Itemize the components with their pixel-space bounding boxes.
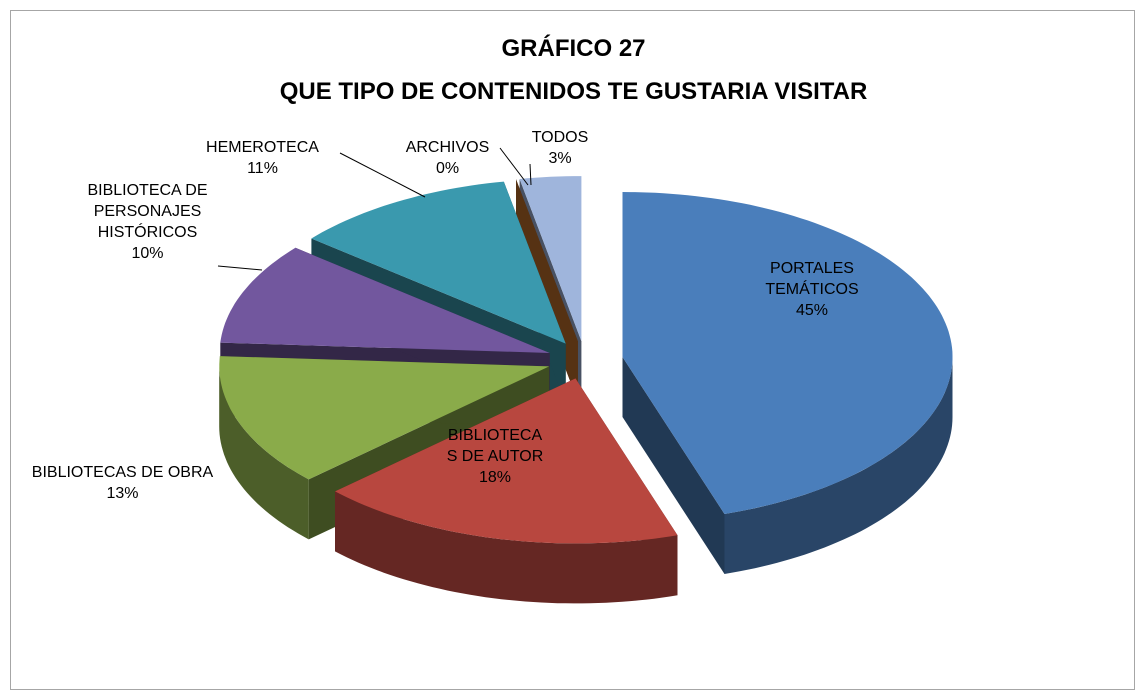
slice [335,378,678,544]
category-label: BIBLIOTECA DE PERSONAJES HISTÓRICOS [87,182,208,241]
category-label: BIBLIOTECAS DE OBRA [31,464,214,481]
plot-area [217,147,953,604]
value-label: 13% [106,485,139,502]
leader-line [339,152,426,198]
leader-line [217,265,263,271]
value-label: 18% [478,469,512,486]
slice-label: ARCHIVOS 0% [385,137,510,179]
slice-side [622,357,725,574]
value-label: 45% [795,302,829,319]
slice-label: TODOS 3% [515,127,605,169]
slice-wall [724,357,953,574]
value-label: 0% [435,160,460,177]
slice [311,181,566,344]
slice-label: BIBLIOTECAS DE AUTOR 18% [445,425,545,488]
slice-wall [219,366,309,540]
leader-line [499,147,529,186]
category-label: PORTALES TEMÁTICOS [765,260,859,298]
slice-label: HEMEROTECA 11% [180,137,345,179]
category-label: TODOS [531,129,589,146]
chart-title: GRÁFICO 27 [501,35,646,62]
slice-wall [335,491,678,604]
slice [220,247,550,353]
chart-subtitle: QUE TIPO DE CONTENIDOS TE GUSTARIA VISIT… [279,78,868,105]
category-label: HEMEROTECA [206,139,319,156]
category-label: ARCHIVOS [405,139,490,156]
slice-label: BIBLIOTECA DE PERSONAJES HISTÓRICOS 10% [60,180,235,264]
slice [219,356,550,480]
slice [519,176,582,342]
slice-label: PORTALES TEMÁTICOS 45% [757,258,867,321]
slice [516,179,578,342]
slice [622,192,953,514]
category-label: BIBLIOTECAS DE AUTOR [446,427,544,465]
value-label: 11% [247,160,278,177]
slice-label: BIBLIOTECAS DE OBRA 13% [30,462,215,504]
value-label: 10% [131,245,164,262]
leader-line [529,163,532,186]
value-label: 3% [548,150,572,167]
